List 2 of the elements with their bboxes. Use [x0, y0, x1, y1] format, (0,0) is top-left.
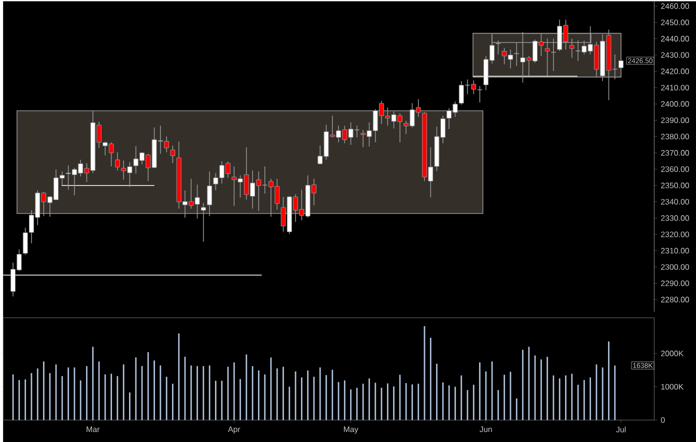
- candlestick: [170, 144, 176, 164]
- candlestick: [114, 152, 120, 171]
